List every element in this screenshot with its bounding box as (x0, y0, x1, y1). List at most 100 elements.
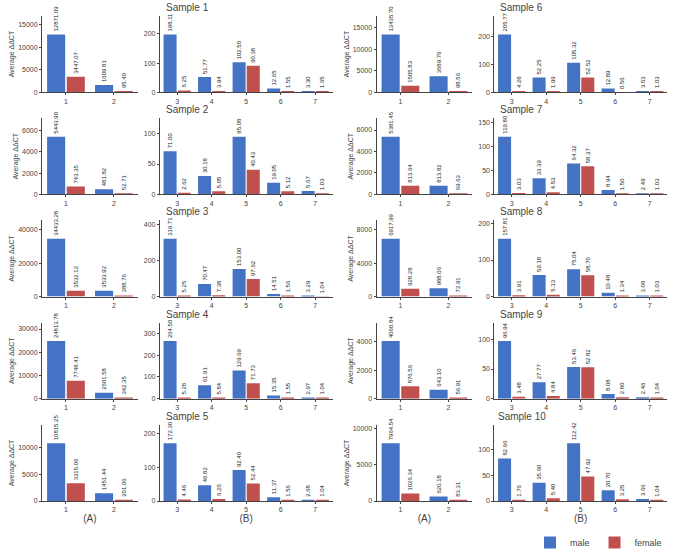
svg-text:0: 0 (152, 89, 156, 96)
svg-text:56.91: 56.91 (455, 379, 461, 395)
svg-text:2: 2 (446, 98, 450, 105)
svg-text:5: 5 (244, 200, 248, 207)
svg-text:Average ΔΔCT: Average ΔΔCT (347, 234, 355, 281)
svg-text:47.92: 47.92 (585, 458, 591, 474)
svg-text:4: 4 (544, 98, 548, 105)
svg-text:0: 0 (486, 395, 490, 402)
svg-text:6: 6 (613, 302, 617, 309)
svg-text:3689.76: 3689.76 (436, 51, 442, 73)
svg-text:50: 50 (482, 167, 490, 174)
svg-text:95.08: 95.08 (236, 118, 242, 134)
svg-text:3.66: 3.66 (640, 484, 646, 496)
svg-text:6000: 6000 (357, 126, 373, 133)
svg-text:53.46: 53.46 (571, 348, 577, 364)
svg-text:3: 3 (175, 98, 179, 105)
svg-text:1.34: 1.34 (619, 280, 625, 292)
svg-text:1: 1 (64, 506, 68, 513)
svg-text:1.04: 1.04 (319, 382, 325, 394)
svg-text:0: 0 (34, 89, 38, 96)
svg-text:2.97: 2.97 (305, 382, 311, 394)
svg-text:58.37: 58.37 (585, 148, 591, 164)
svg-text:0: 0 (368, 293, 372, 300)
svg-text:Sample 1: Sample 1 (166, 2, 209, 13)
svg-text:3.48: 3.48 (516, 381, 522, 393)
svg-text:6: 6 (613, 200, 617, 207)
svg-text:200: 200 (144, 257, 156, 264)
svg-text:34433.28: 34433.28 (53, 210, 59, 236)
svg-text:1.55: 1.55 (285, 382, 291, 394)
svg-text:2.68: 2.68 (305, 484, 311, 496)
svg-text:1: 1 (64, 404, 68, 411)
svg-text:5000: 5000 (22, 471, 38, 478)
svg-text:Sample 8: Sample 8 (500, 206, 543, 217)
svg-text:200: 200 (144, 30, 156, 37)
svg-text:2: 2 (446, 506, 450, 513)
svg-text:5000: 5000 (22, 66, 38, 73)
svg-text:1609.81: 1609.81 (101, 60, 107, 82)
svg-text:3: 3 (175, 302, 179, 309)
svg-text:1.04: 1.04 (654, 484, 660, 496)
svg-text:4000: 4000 (357, 260, 373, 267)
svg-text:52.71: 52.71 (121, 175, 127, 191)
svg-text:8000: 8000 (357, 226, 373, 233)
svg-text:7: 7 (648, 404, 652, 411)
svg-text:813.64: 813.64 (407, 164, 413, 183)
svg-text:15000: 15000 (18, 21, 38, 28)
svg-text:1451.44: 1451.44 (101, 468, 107, 490)
svg-text:6: 6 (279, 404, 283, 411)
svg-text:7748.41: 7748.41 (73, 355, 79, 377)
svg-text:12.89: 12.89 (605, 70, 611, 86)
svg-text:2: 2 (446, 302, 450, 309)
svg-text:5.33: 5.33 (550, 279, 556, 291)
svg-text:5: 5 (579, 200, 583, 207)
svg-text:2601.58: 2601.58 (101, 367, 107, 389)
svg-text:0: 0 (368, 497, 372, 504)
svg-text:13435.70: 13435.70 (388, 6, 394, 32)
svg-text:0: 0 (486, 191, 490, 198)
svg-text:100: 100 (478, 143, 490, 150)
svg-text:10000: 10000 (18, 444, 38, 451)
svg-text:643.10: 643.10 (436, 368, 442, 387)
svg-text:100: 100 (478, 256, 490, 263)
svg-text:2: 2 (446, 200, 450, 207)
svg-text:20000: 20000 (18, 349, 38, 356)
svg-text:Average ΔΔCT: Average ΔΔCT (8, 337, 16, 384)
svg-text:1505.83: 1505.83 (407, 60, 413, 82)
svg-text:Sample 4: Sample 4 (166, 309, 209, 320)
svg-text:3: 3 (510, 302, 514, 309)
svg-text:15.35: 15.35 (271, 377, 277, 393)
svg-text:4: 4 (210, 506, 214, 513)
svg-text:0: 0 (368, 191, 372, 198)
svg-text:300: 300 (144, 330, 156, 337)
svg-text:72.91: 72.91 (455, 277, 461, 293)
svg-text:98.56: 98.56 (455, 72, 461, 88)
svg-text:0: 0 (486, 293, 490, 300)
svg-text:3532.12: 3532.12 (73, 265, 79, 287)
svg-text:5: 5 (244, 506, 248, 513)
svg-text:2000: 2000 (357, 367, 373, 374)
svg-text:7: 7 (313, 302, 317, 309)
svg-text:35.60: 35.60 (536, 464, 542, 480)
svg-text:105.32: 105.32 (571, 41, 577, 60)
svg-text:2.49: 2.49 (640, 178, 646, 190)
svg-text:71.00: 71.00 (167, 133, 173, 149)
svg-text:4000: 4000 (22, 148, 38, 155)
svg-text:0: 0 (152, 293, 156, 300)
svg-text:198.11: 198.11 (167, 13, 173, 32)
svg-text:52.52: 52.52 (585, 59, 591, 75)
svg-text:10000: 10000 (353, 425, 373, 432)
svg-text:100: 100 (144, 60, 156, 67)
svg-text:3533.92: 3533.92 (101, 265, 107, 287)
svg-text:0.56: 0.56 (619, 77, 625, 89)
svg-text:112.42: 112.42 (571, 422, 577, 441)
svg-text:50: 50 (148, 160, 156, 167)
svg-text:7964.54: 7964.54 (388, 418, 394, 440)
svg-text:7: 7 (313, 506, 317, 513)
svg-text:2: 2 (112, 404, 116, 411)
svg-text:205.77: 205.77 (502, 12, 508, 31)
svg-text:6: 6 (279, 98, 283, 105)
svg-text:4: 4 (544, 506, 548, 513)
svg-text:5: 5 (244, 98, 248, 105)
svg-text:(B): (B) (240, 513, 253, 524)
svg-text:3: 3 (175, 506, 179, 513)
